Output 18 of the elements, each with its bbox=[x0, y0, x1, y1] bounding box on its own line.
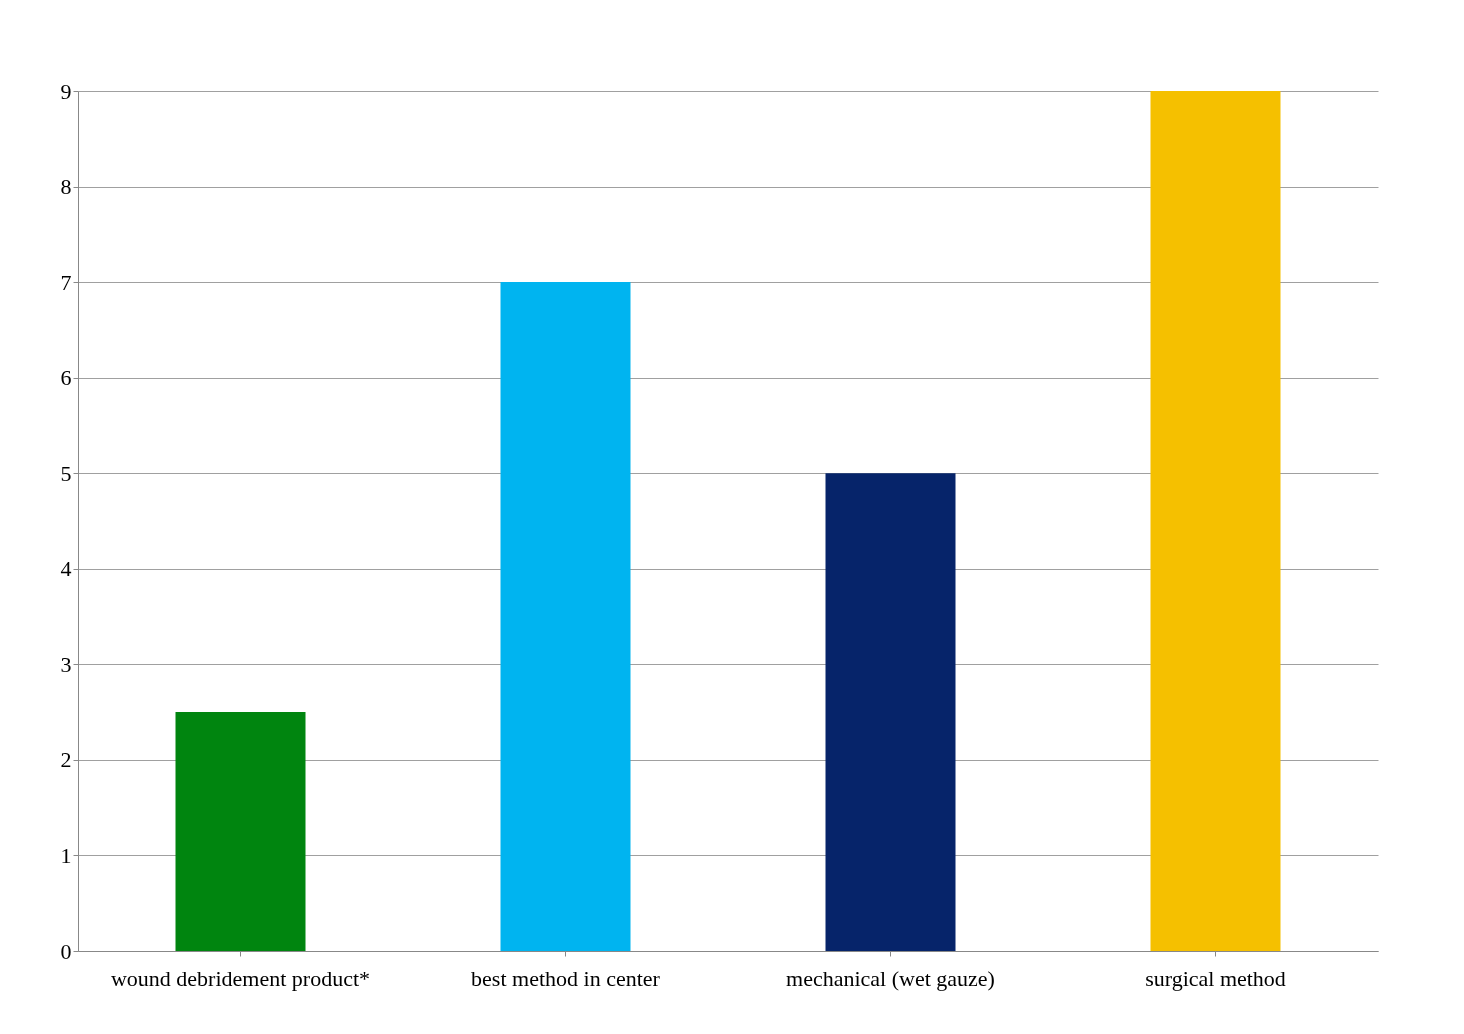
x-tick-label: wound debridement product* bbox=[110, 965, 371, 991]
y-tick-label: 1 bbox=[60, 842, 72, 868]
y-tick-label: 6 bbox=[60, 365, 72, 391]
bar bbox=[500, 282, 631, 951]
y-tick-label: 4 bbox=[60, 556, 72, 582]
y-tick-label: 3 bbox=[60, 651, 72, 677]
y-tick-label: 9 bbox=[60, 78, 72, 104]
y-tick-label: 2 bbox=[60, 747, 72, 773]
y-tick-label: 0 bbox=[60, 938, 72, 964]
y-tick-label: 5 bbox=[60, 460, 72, 486]
x-tick-label: best method in center bbox=[471, 965, 661, 991]
y-tick-label: 8 bbox=[60, 174, 72, 200]
x-tick-label: mechanical (wet gauze) bbox=[786, 965, 995, 991]
bar bbox=[1150, 91, 1281, 951]
bar bbox=[825, 473, 956, 951]
bar bbox=[175, 712, 306, 951]
x-tick-label: surgical method bbox=[1145, 965, 1286, 991]
y-tick-label: 7 bbox=[60, 269, 72, 295]
